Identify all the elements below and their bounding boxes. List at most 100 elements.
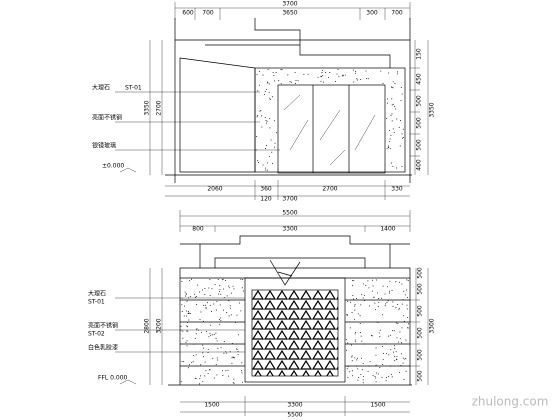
speckle (256, 136, 258, 138)
speckle (401, 303, 403, 305)
speckle (236, 314, 238, 316)
speckle (393, 132, 395, 134)
speckle (202, 352, 204, 354)
speckle (396, 359, 398, 361)
speckle (223, 288, 225, 290)
speckle (189, 296, 191, 298)
speckle (387, 98, 389, 100)
speckle (396, 356, 398, 358)
speckle (390, 162, 392, 164)
speckle (401, 327, 403, 329)
speckle (224, 351, 226, 353)
speckle (235, 321, 237, 323)
speckle (222, 374, 224, 376)
speckle (215, 309, 217, 311)
speckle (394, 360, 396, 362)
speckle (360, 78, 362, 80)
speckle (207, 352, 209, 354)
speckle (362, 376, 364, 378)
speckle (193, 354, 195, 356)
dimension-label: 2700 (156, 100, 163, 115)
dimension-label: 600 (182, 10, 194, 17)
speckle (196, 329, 198, 331)
speckle (205, 308, 207, 310)
dimension-label: 3300 (282, 226, 297, 233)
dimension-label: 3700 (282, 1, 297, 8)
dimension-label: 500 (417, 327, 424, 339)
speckle (386, 377, 388, 379)
speckle (215, 332, 217, 334)
speckle (261, 126, 263, 128)
speckle (193, 343, 195, 345)
speckle (181, 361, 183, 363)
speckle (402, 357, 404, 359)
speckle (391, 86, 393, 88)
speckle (210, 310, 212, 312)
speckle (181, 297, 183, 299)
speckle (183, 361, 185, 363)
speckle (231, 357, 233, 359)
dimension-label: 700 (391, 10, 403, 17)
speckle (180, 325, 182, 327)
speckle (186, 345, 188, 347)
speckle (378, 301, 380, 303)
speckle (233, 356, 235, 358)
speckle (226, 312, 228, 314)
speckle (400, 353, 402, 355)
speckle (261, 115, 263, 117)
speckle (345, 349, 347, 351)
speckle (388, 354, 390, 356)
dimension-label: 500 (417, 349, 424, 361)
dimension-label: 300 (366, 10, 378, 17)
speckle (361, 369, 363, 371)
speckle (184, 305, 186, 307)
speckle (272, 72, 274, 74)
speckle (242, 279, 244, 281)
speckle (393, 330, 395, 332)
speckle (211, 334, 213, 336)
speckle (405, 357, 407, 359)
speckle (186, 300, 188, 302)
speckle (336, 73, 338, 75)
speckle (274, 120, 276, 122)
speckle (404, 294, 406, 296)
speckle (382, 285, 384, 287)
speckle (233, 382, 235, 384)
speckle (384, 293, 386, 295)
speckle (320, 81, 322, 83)
speckle (188, 367, 190, 369)
speckle (377, 306, 379, 308)
dimension-label: 2700 (322, 186, 337, 193)
speckle (394, 106, 396, 108)
speckle (357, 313, 359, 315)
speckle (209, 369, 211, 371)
speckle (389, 148, 391, 150)
speckle (354, 70, 356, 72)
speckle (231, 362, 233, 364)
speckle (375, 279, 377, 281)
speckle (406, 279, 408, 281)
speckle (196, 328, 198, 330)
speckle (317, 76, 319, 78)
speckle (354, 309, 356, 311)
speckle (358, 376, 360, 378)
speckle (290, 81, 292, 83)
speckle (397, 304, 399, 306)
speckle (213, 303, 215, 305)
speckle (354, 357, 356, 359)
speckle (352, 280, 354, 282)
speckle (386, 301, 388, 303)
speckle (372, 375, 374, 377)
speckle (351, 370, 353, 372)
speckle (294, 82, 296, 84)
speckle (394, 345, 396, 347)
speckle (362, 297, 364, 299)
speckle (354, 339, 356, 341)
speckle (363, 343, 365, 345)
speckle (189, 313, 191, 315)
dimension-label: 500 (417, 283, 424, 295)
dimension-label: 330 (391, 186, 403, 193)
speckle (191, 362, 193, 364)
speckle (387, 300, 389, 302)
speckle (375, 377, 377, 379)
